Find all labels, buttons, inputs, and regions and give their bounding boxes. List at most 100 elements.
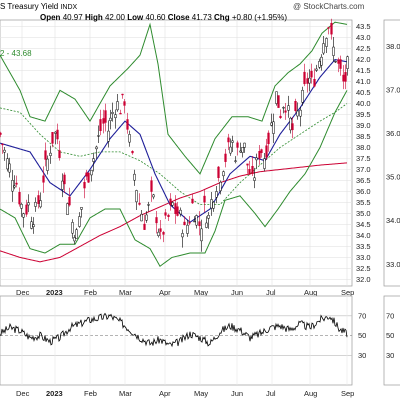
- candle-body: [181, 233, 184, 238]
- candle-body: [138, 202, 141, 205]
- candle-body: [193, 220, 196, 223]
- candle-body: [334, 61, 337, 63]
- price-tick-label: 33.5: [356, 242, 371, 251]
- price-series: [0, 21, 348, 267]
- candle-body: [198, 221, 201, 227]
- price-tick-label: 41.5: [356, 66, 371, 75]
- candle-body: [61, 180, 64, 190]
- candle-body: [346, 56, 349, 69]
- candle-body: [203, 195, 206, 203]
- candle-body: [248, 169, 251, 175]
- candle-body: [217, 166, 220, 178]
- price-tick-label: 32.0: [356, 275, 371, 284]
- month-tick-label-bottom: May: [194, 389, 208, 398]
- candle-body: [344, 72, 347, 82]
- candle-body: [251, 165, 254, 174]
- candle-body: [279, 115, 282, 118]
- candle-body: [267, 132, 270, 145]
- candle-body: [183, 221, 186, 226]
- candle-body: [219, 181, 222, 192]
- candle-body: [229, 146, 232, 154]
- candle-body: [260, 149, 263, 154]
- candle-body: [44, 150, 47, 160]
- right-edge-tick-label: 37.0: [386, 85, 400, 94]
- candle-body: [68, 196, 71, 206]
- candle-body: [291, 123, 294, 131]
- candle-body: [152, 194, 155, 198]
- candle-body: [263, 158, 266, 169]
- candle-body: [310, 70, 313, 78]
- candle-body: [39, 200, 42, 208]
- candle-body: [270, 122, 273, 126]
- low-value: 40.60: [145, 13, 166, 22]
- candle-body: [296, 110, 299, 117]
- month-tick-label: Mar: [119, 288, 132, 297]
- candle-body: [272, 121, 275, 134]
- ma-mid-dotted-line: [0, 103, 348, 206]
- month-tick-label: Jun: [231, 288, 243, 297]
- rsi-line: [0, 312, 348, 348]
- month-tick-label: Jul: [266, 288, 276, 297]
- candle-body: [167, 214, 170, 217]
- candle-body: [25, 204, 28, 215]
- candle-body: [325, 38, 328, 47]
- candle-body: [159, 228, 162, 232]
- candle-body: [308, 77, 311, 84]
- candle-body: [179, 209, 182, 215]
- candle-body: [114, 114, 117, 119]
- candle-body: [243, 142, 246, 148]
- candle-body: [80, 207, 83, 210]
- right-edge-tick-label: 34.0: [386, 216, 400, 225]
- month-tick-label-bottom: Sep: [341, 389, 354, 398]
- candle-body: [287, 105, 290, 111]
- rsi-tick-label: 50: [358, 331, 366, 340]
- watermark-text: @ StockCharts.com: [293, 2, 365, 11]
- candle-body: [337, 59, 340, 64]
- price-tick-label: 42.5: [356, 44, 371, 53]
- candle-body: [20, 204, 23, 209]
- candle-body: [75, 229, 78, 239]
- candle-body: [140, 213, 143, 222]
- candle-body: [119, 112, 122, 115]
- price-tick-label: 41.0: [356, 77, 371, 86]
- candle-body: [135, 190, 138, 203]
- candle-body: [32, 224, 35, 227]
- month-tick-label-bottom: Jul: [266, 389, 276, 398]
- candle-body: [83, 182, 86, 189]
- candle-body: [18, 192, 21, 205]
- candle-body: [11, 180, 14, 192]
- rsi-tick-label: 30: [358, 351, 366, 360]
- candle-body: [169, 198, 172, 206]
- candle-body: [46, 158, 49, 171]
- partial-legend: 2 - 43.68: [0, 49, 32, 58]
- chg-value: +0.80 (+1.95%): [231, 13, 287, 22]
- candle-body: [207, 215, 210, 219]
- candle-body: [188, 222, 191, 224]
- candle-body: [54, 131, 57, 134]
- right-edge-tick-label: 36.0: [386, 129, 400, 138]
- candle-body: [306, 78, 309, 84]
- price-candles: [0, 18, 349, 252]
- candle-body: [171, 202, 174, 206]
- watermark: @ StockCharts.com: [293, 2, 364, 11]
- candle-body: [162, 232, 165, 235]
- price-tick-label: 43.5: [356, 22, 371, 31]
- candle-body: [200, 228, 203, 242]
- candle-body: [143, 223, 146, 230]
- candle-body: [157, 231, 160, 236]
- candle-body: [42, 175, 45, 183]
- candle-body: [87, 172, 90, 183]
- candle-body: [66, 203, 69, 215]
- close-label: Close: [167, 13, 190, 22]
- candle-body: [231, 140, 234, 143]
- month-axis: Dec 2023 Feb Mar Apr May Jun Jul Aug Sep: [16, 288, 354, 297]
- candle-body: [85, 172, 88, 177]
- low-label: Low: [127, 13, 144, 22]
- candle-body: [147, 204, 150, 206]
- candle-body: [133, 173, 136, 181]
- month-tick-label-bottom: Jun: [231, 389, 243, 398]
- month-tick-label: Feb: [84, 288, 97, 297]
- candle-body: [27, 202, 30, 206]
- price-tick-label: 34.0: [356, 231, 371, 240]
